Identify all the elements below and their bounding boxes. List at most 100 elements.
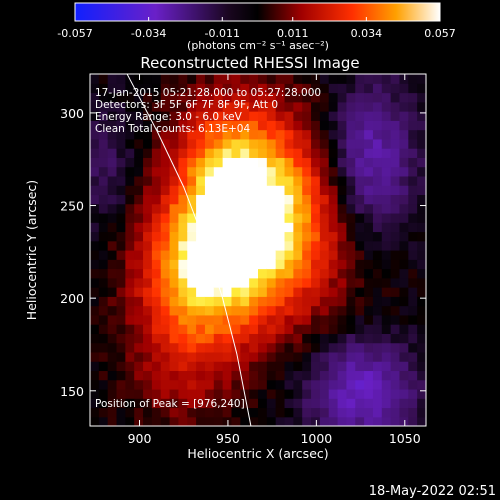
heatmap-cell xyxy=(249,314,259,325)
heatmap-cell xyxy=(187,111,197,121)
heatmap-cell xyxy=(143,268,153,279)
heatmap-cell xyxy=(178,240,188,251)
heatmap-cell xyxy=(213,157,224,168)
heatmap-cell xyxy=(328,231,339,242)
heatmap-cell xyxy=(160,351,171,362)
heatmap-cell xyxy=(364,148,374,158)
heatmap-cell xyxy=(311,268,321,279)
heatmap-cell xyxy=(98,175,109,186)
heatmap-cell xyxy=(417,250,426,260)
heatmap-cell xyxy=(240,138,250,149)
heatmap-cell xyxy=(275,250,286,260)
heatmap-cell xyxy=(143,416,153,426)
heatmap-cell xyxy=(249,379,259,390)
heatmap-cell xyxy=(390,398,401,409)
heatmap-cell xyxy=(204,324,215,334)
heatmap-cell xyxy=(107,74,118,84)
heatmap-cell xyxy=(134,296,144,307)
heatmap-cell xyxy=(107,416,118,426)
heatmap-cell xyxy=(204,129,215,140)
heatmap-cell xyxy=(355,407,365,418)
heatmap-cell xyxy=(266,148,277,158)
heatmap-cell xyxy=(364,157,374,168)
heatmap-cell xyxy=(213,175,224,186)
heatmap-cell xyxy=(116,129,126,140)
heatmap-cell xyxy=(337,277,348,288)
heatmap-cell xyxy=(266,305,277,316)
heatmap-cell xyxy=(134,83,144,94)
heatmap-cell xyxy=(319,138,330,149)
heatmap-cell xyxy=(390,194,401,205)
heatmap-cell xyxy=(151,175,162,186)
heatmap-cell xyxy=(372,342,383,353)
heatmap-cell xyxy=(125,194,135,205)
heatmap-cell xyxy=(107,296,118,307)
heatmap-cell xyxy=(311,148,321,158)
heatmap-cell xyxy=(222,333,233,344)
heatmap-cell xyxy=(107,185,118,196)
heatmap-cell xyxy=(240,379,250,390)
heatmap-cell xyxy=(116,305,126,316)
heatmap-cell xyxy=(417,324,426,334)
heatmap-cell xyxy=(187,120,197,131)
heatmap-cell xyxy=(90,175,100,186)
heatmap-cell xyxy=(240,268,250,279)
heatmap-cell xyxy=(213,166,224,177)
heatmap-cell xyxy=(372,101,383,112)
heatmap-cell xyxy=(231,101,241,112)
heatmap-cell xyxy=(187,92,197,103)
heatmap-cell xyxy=(258,212,268,223)
heatmap-cell xyxy=(293,287,303,297)
heatmap-cell xyxy=(151,92,162,103)
heatmap-cell xyxy=(116,268,126,279)
heatmap-cell xyxy=(107,314,118,325)
heatmap-cell xyxy=(417,231,426,242)
heatmap-cell xyxy=(328,407,339,418)
heatmap-cell xyxy=(346,101,356,112)
heatmap-cell xyxy=(275,138,286,149)
heatmap-cell xyxy=(364,342,374,353)
heatmap-cell xyxy=(187,212,197,223)
heatmap-cell xyxy=(302,83,312,94)
heatmap-cell xyxy=(196,157,206,168)
heatmap-cell xyxy=(284,416,294,426)
heatmap-cell xyxy=(98,398,109,409)
heatmap-cell xyxy=(266,111,277,121)
heatmap-cell xyxy=(417,333,426,344)
heatmap-cell xyxy=(240,305,250,316)
heatmap-cell xyxy=(319,83,330,94)
colorbar-tick-label: 0.011 xyxy=(277,27,309,40)
heatmap-cell xyxy=(116,259,126,270)
heatmap-cell xyxy=(311,231,321,242)
heatmap-cell xyxy=(417,361,426,372)
heatmap-cell xyxy=(284,185,294,196)
heatmap-cell xyxy=(408,185,418,196)
heatmap-cell xyxy=(90,185,100,196)
heatmap-cell xyxy=(222,212,233,223)
heatmap-cell xyxy=(222,407,233,418)
heatmap-cell xyxy=(355,370,365,381)
heatmap-cell xyxy=(151,333,162,344)
heatmap-cell xyxy=(125,185,135,196)
heatmap-cell xyxy=(178,398,188,409)
heatmap-cell xyxy=(196,333,206,344)
heatmap-cell xyxy=(196,111,206,121)
heatmap-cell xyxy=(311,222,321,233)
heatmap-cell xyxy=(284,407,294,418)
heatmap-cell xyxy=(390,370,401,381)
heatmap-cell xyxy=(266,388,277,399)
heatmap-cell xyxy=(169,407,180,418)
heatmap-cell xyxy=(372,333,383,344)
heatmap-cell xyxy=(302,250,312,260)
heatmap-cell xyxy=(284,379,294,390)
heatmap-cell xyxy=(169,296,180,307)
heatmap-cell xyxy=(337,175,348,186)
heatmap-cell xyxy=(169,83,180,94)
heatmap-cell xyxy=(178,287,188,297)
heatmap-cell xyxy=(311,92,321,103)
heatmap-cell xyxy=(213,324,224,334)
heatmap-cell xyxy=(372,157,383,168)
heatmap-cell xyxy=(231,416,241,426)
heatmap-cell xyxy=(231,222,241,233)
